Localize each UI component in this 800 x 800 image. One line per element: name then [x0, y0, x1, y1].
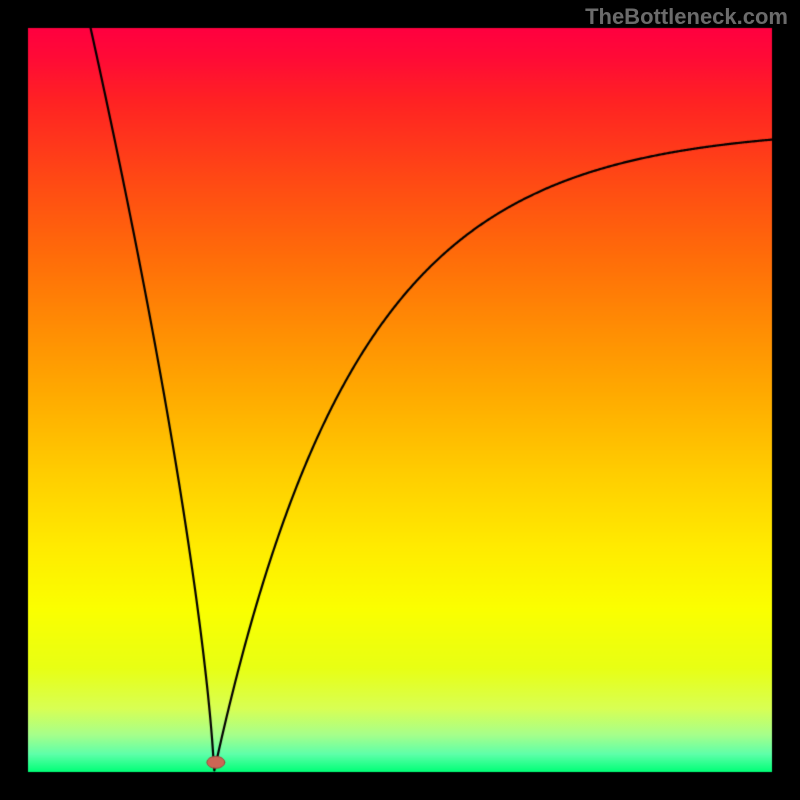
bottleneck-chart-canvas — [0, 0, 800, 800]
chart-container: TheBottleneck.com — [0, 0, 800, 800]
